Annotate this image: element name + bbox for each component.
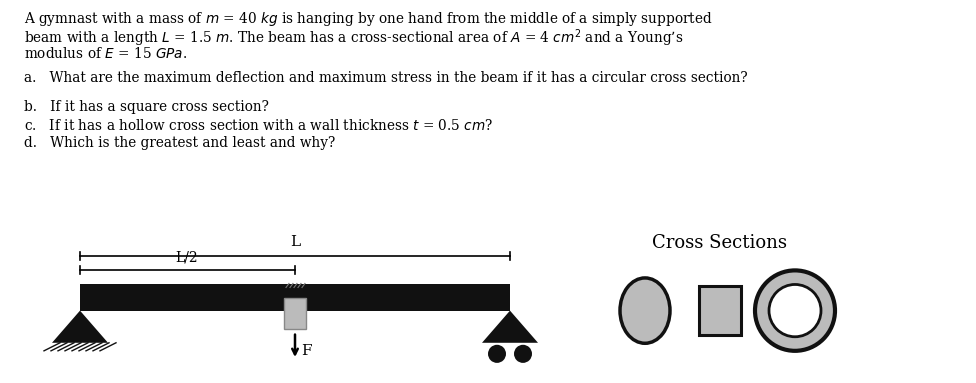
- Text: beam with a length $L$ = 1.5 $m$. The beam has a cross-sectional area of $A$ = 4: beam with a length $L$ = 1.5 $m$. The be…: [24, 28, 684, 49]
- Bar: [699, 286, 741, 335]
- Text: b.   If it has a square cross section?: b. If it has a square cross section?: [24, 100, 269, 114]
- Ellipse shape: [620, 278, 670, 343]
- Circle shape: [514, 345, 532, 363]
- Text: A gymnast with a mass of $m$ = 40 $kg$ is hanging by one hand from the middle of: A gymnast with a mass of $m$ = 40 $kg$ i…: [24, 10, 713, 28]
- Text: a.   What are the maximum deflection and maximum stress in the beam if it has a : a. What are the maximum deflection and m…: [24, 71, 748, 85]
- Ellipse shape: [755, 270, 835, 351]
- Circle shape: [488, 345, 506, 363]
- Polygon shape: [482, 311, 538, 343]
- Polygon shape: [52, 311, 108, 343]
- Text: modulus of $E$ = 15 $GPa$.: modulus of $E$ = 15 $GPa$.: [24, 46, 187, 61]
- Bar: [80, 285, 510, 311]
- Text: c.   If it has a hollow cross section with a wall thickness $t$ = 0.5 $cm$?: c. If it has a hollow cross section with…: [24, 118, 494, 133]
- Ellipse shape: [769, 285, 821, 337]
- Text: d.   Which is the greatest and least and why?: d. Which is the greatest and least and w…: [24, 136, 336, 150]
- Text: L: L: [290, 235, 300, 249]
- Text: L/2: L/2: [176, 250, 198, 264]
- Bar: [284, 298, 306, 329]
- Text: F: F: [301, 344, 311, 358]
- Text: Cross Sections: Cross Sections: [653, 234, 788, 252]
